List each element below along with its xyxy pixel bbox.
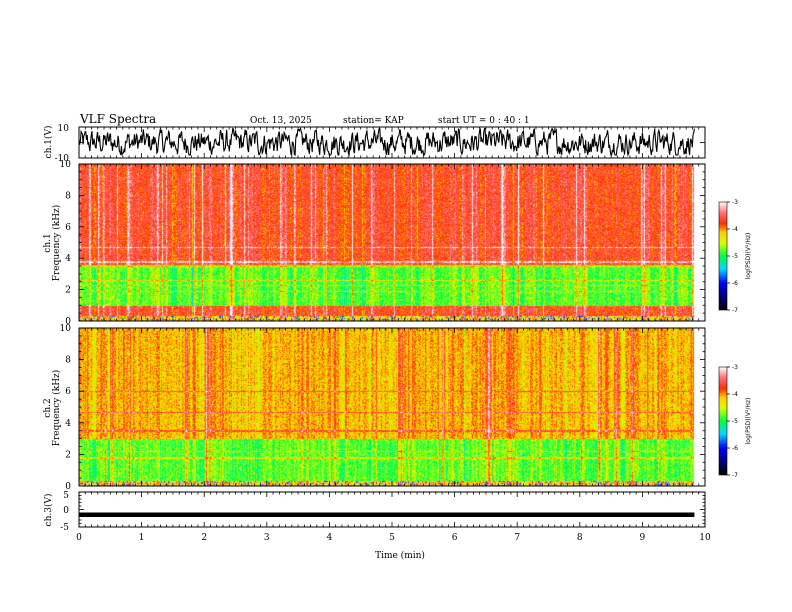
ch2-spectrogram-ytick-labels: 0 2 4 6 8 10 bbox=[60, 324, 72, 492]
ch1-colorbar-tick-label: -7 bbox=[732, 307, 738, 314]
ch2-colorbar-label: log(PSD)(V²/Hz) bbox=[745, 398, 752, 445]
time-axis-tick-label: 2 bbox=[201, 533, 207, 543]
ch1-ytick-label: 2 bbox=[65, 286, 71, 296]
ch1-colorbar-tick-label: -5 bbox=[732, 253, 738, 260]
start-ut-label: start UT = 0 : 40 : 1 bbox=[438, 116, 530, 126]
ch3-waveform-ticks bbox=[78, 491, 706, 528]
ch2-colorbar: -3 -4 -5 -6 -7 log(PSD)(V²/Hz) bbox=[718, 364, 752, 479]
ch2-ytick-label: 2 bbox=[65, 450, 71, 460]
ch1-waveform-trace bbox=[78, 127, 695, 158]
ch2-colorbar-ticks: -3 -4 -5 -6 -7 bbox=[727, 364, 738, 479]
date-label: Oct. 13, 2025 bbox=[250, 116, 312, 126]
ch1-colorbar-ticks: -3 -4 -5 -6 -7 bbox=[727, 199, 738, 314]
time-axis-tick-label: 1 bbox=[139, 533, 145, 543]
ch1-spectrogram-panel: 0 2 4 6 8 10 ch.1 Frequency (kHz) bbox=[43, 160, 706, 327]
ch1-colorbar-tick-label: -3 bbox=[732, 199, 738, 206]
ch2-colorbar-scale bbox=[718, 366, 728, 476]
ch2-colorbar-tick-label: -7 bbox=[732, 472, 738, 479]
figure-title: VLF Spectra bbox=[79, 112, 156, 126]
ch1-ytick-label: 4 bbox=[65, 254, 71, 264]
time-axis-tick-label: 0 bbox=[76, 533, 82, 543]
ch3-waveform-trace bbox=[79, 512, 695, 517]
ch3-ytick-bottom: -5 bbox=[60, 523, 69, 533]
ch3-waveform-frame bbox=[78, 491, 706, 528]
ch2-spectrogram-panel: 0 2 4 6 8 10 ch.2 Frequency (kHz) bbox=[43, 324, 706, 492]
time-axis-tick-label: 3 bbox=[264, 533, 270, 543]
ch2-spectrogram-ticks bbox=[78, 327, 706, 487]
ch2-colorbar-tick-label: -4 bbox=[732, 391, 738, 398]
ch3-ytick-top: 5 bbox=[63, 491, 69, 501]
ch1-ytick-bottom: -10 bbox=[55, 154, 70, 164]
ch1-colorbar-scale bbox=[718, 201, 728, 311]
time-axis-tick-label: 6 bbox=[452, 533, 458, 543]
time-axis-tick-label: 5 bbox=[389, 533, 395, 543]
ch2-ytick-label: 4 bbox=[65, 419, 71, 429]
ch2-spectrogram-ylabel-ch: ch.2 bbox=[43, 398, 53, 417]
ch2-ytick-label: 10 bbox=[60, 324, 72, 334]
ch2-colorbar-tick-label: -6 bbox=[732, 445, 738, 452]
time-axis-label: Time (min) bbox=[375, 550, 425, 561]
ch2-spectrogram-ylabel-freq: Frequency (kHz) bbox=[51, 370, 62, 447]
ch1-spectrogram-ylabel-freq: Frequency (kHz) bbox=[51, 205, 62, 282]
ch2-colorbar-tick-label: -5 bbox=[732, 418, 738, 425]
ch1-ytick-label: 6 bbox=[65, 223, 71, 233]
station-label: station= KAP bbox=[343, 116, 404, 126]
ch3-waveform-ylabel: ch.3(V) bbox=[43, 494, 54, 527]
ch1-colorbar: -3 -4 -5 -6 -7 log(PSD)(V²/Hz) bbox=[718, 199, 752, 314]
ch1-ytick-label: 10 bbox=[60, 160, 72, 170]
ch1-spectrogram-ticks bbox=[78, 163, 706, 322]
ch2-ytick-label: 0 bbox=[65, 482, 71, 492]
ch1-spectrogram-ytick-labels: 0 2 4 6 8 10 bbox=[60, 160, 72, 327]
ch1-colorbar-label: log(PSD)(V²/Hz) bbox=[745, 233, 752, 280]
time-axis-tick-label: 4 bbox=[327, 533, 333, 543]
ch1-spectrogram-ylabel-ch: ch.1 bbox=[43, 233, 53, 252]
ch1-waveform-ylabel: ch.1(V) bbox=[43, 126, 54, 159]
time-axis-tick-label: 8 bbox=[577, 533, 583, 543]
time-axis-tick-label: 10 bbox=[699, 533, 711, 543]
time-axis-tick-labels: 0 1 2 3 4 5 6 7 8 9 10 bbox=[76, 533, 711, 543]
ch1-spectrogram-image bbox=[79, 164, 705, 321]
ch2-spectrogram-image bbox=[79, 328, 705, 486]
ch3-ytick-mid: 0 bbox=[63, 506, 69, 516]
ch2-ytick-label: 8 bbox=[65, 356, 71, 366]
ch1-ytick-top: 10 bbox=[58, 124, 70, 134]
ch2-colorbar-tick-label: -3 bbox=[732, 364, 738, 371]
ch1-waveform-panel: 10 -10 ch.1(V) bbox=[43, 124, 706, 164]
time-axis-tick-label: 7 bbox=[514, 533, 520, 543]
ch1-ytick-label: 0 bbox=[65, 317, 71, 327]
ch1-colorbar-tick-label: -6 bbox=[732, 280, 738, 287]
ch1-ytick-label: 8 bbox=[65, 191, 71, 201]
ch1-colorbar-tick-label: -4 bbox=[732, 226, 738, 233]
ch2-ytick-label: 6 bbox=[65, 387, 71, 397]
ch3-waveform-panel: 5 0 -5 ch.3(V) bbox=[43, 491, 706, 533]
time-axis-tick-label: 9 bbox=[640, 533, 646, 543]
ch1-waveform-ticks bbox=[78, 127, 706, 158]
